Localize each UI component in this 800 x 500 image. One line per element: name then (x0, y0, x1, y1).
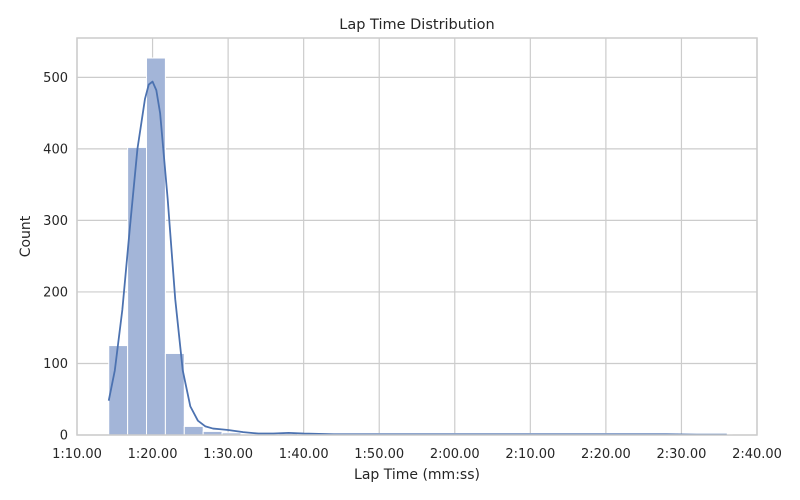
x-axis-label: Lap Time (mm:ss) (354, 467, 480, 483)
histogram-bars (108, 57, 733, 436)
y-tick-label: 100 (43, 357, 68, 372)
plot-frame (76, 37, 758, 436)
x-tick-label: 1:10.00 (52, 447, 102, 462)
x-tick-label: 2:30.00 (657, 447, 707, 462)
x-tick-label: 1:20.00 (128, 447, 178, 462)
y-tick-label: 500 (43, 71, 68, 86)
y-axis-label: Count (18, 215, 34, 257)
kde-curve (107, 80, 727, 436)
histogram-bar (146, 57, 166, 436)
y-tick-label: 0 (60, 429, 68, 444)
histogram-bar (127, 146, 148, 436)
x-tick-label: 1:30.00 (203, 447, 253, 462)
y-tick-label: 400 (43, 142, 68, 157)
x-tick-label: 2:00.00 (430, 447, 480, 462)
x-tick-label: 2:40.00 (732, 447, 782, 462)
x-tick-labels: 1:10.00 1:20.00 1:30.00 1:40.00 1:50.00 2:00.… (52, 447, 782, 462)
y-tick-label: 300 (43, 214, 68, 229)
chart-title: Lap Time Distribution (339, 17, 494, 33)
kde-curve-group (107, 80, 727, 436)
y-tick-labels: 0 100 200 300 400 500 (43, 71, 68, 444)
x-tick-label: 2:10.00 (505, 447, 555, 462)
x-tick-label: 2:20.00 (581, 447, 631, 462)
x-tick-label: 1:50.00 (354, 447, 404, 462)
y-tick-label: 200 (43, 285, 68, 300)
x-tick-label: 1:40.00 (279, 447, 329, 462)
histogram-bar (183, 425, 204, 436)
